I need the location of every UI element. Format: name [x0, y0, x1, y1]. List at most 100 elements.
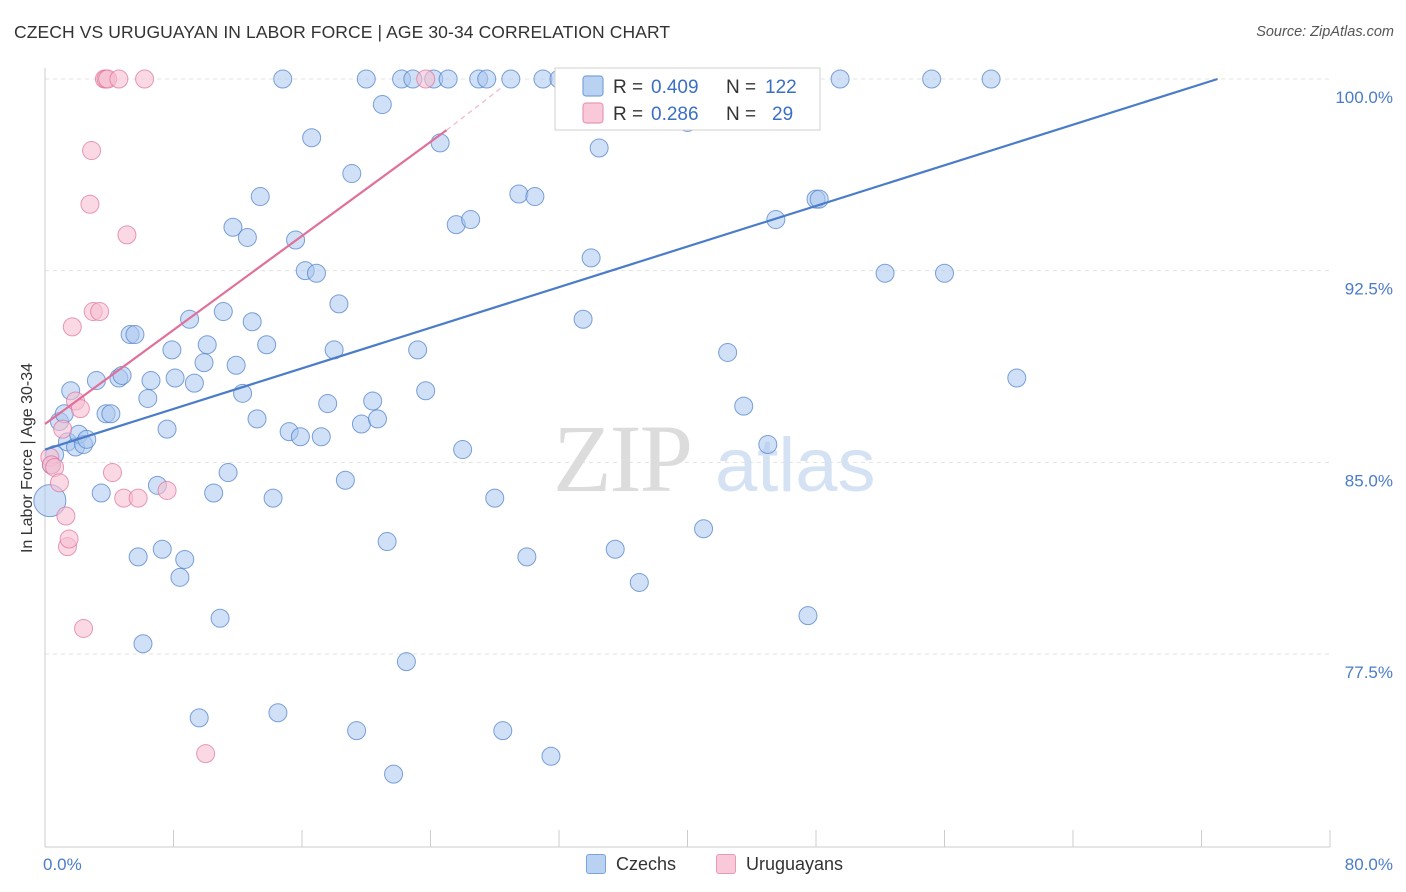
czech-point: [91, 483, 111, 503]
czech-point: [430, 133, 450, 153]
trend-lines: [44, 77, 1218, 451]
czech-point: [247, 409, 267, 429]
legend-r-value-czechs: 0.409: [651, 77, 699, 98]
uruguayan-point: [117, 225, 137, 245]
czech-point: [347, 721, 367, 741]
uruguayan-point: [90, 302, 110, 322]
czechs-label: Czechs: [616, 853, 677, 874]
legend-n-value-czechs: 122: [765, 77, 797, 98]
czech-point: [922, 69, 942, 89]
czech-point: [416, 381, 436, 401]
y-tick-label: 100.0%: [1335, 88, 1393, 107]
czech-point: [250, 187, 270, 207]
czech-point: [935, 263, 954, 283]
watermark-zip: ZIP: [553, 405, 691, 512]
czech-point: [101, 404, 121, 424]
czech-point: [629, 572, 649, 592]
x-tick-label-max: 80.0%: [1345, 855, 1393, 874]
czech-point: [141, 371, 161, 391]
czech-point: [175, 549, 195, 569]
uruguayan-point: [74, 618, 94, 638]
czech-point: [541, 746, 561, 766]
czech-point: [335, 470, 355, 490]
czech-point: [477, 69, 497, 89]
y-tick-label: 85.0%: [1345, 471, 1393, 490]
czech-point: [138, 388, 158, 408]
czech-point: [268, 703, 288, 723]
czech-point: [694, 519, 714, 539]
czech-point: [189, 708, 209, 728]
uruguayan-point: [196, 744, 216, 764]
watermark-atlas: atlas: [715, 423, 876, 508]
bottom-legend-czechs[interactable]: Czechs: [586, 852, 676, 876]
czech-point: [210, 608, 230, 628]
czech-point: [517, 547, 537, 567]
uruguayan-point: [102, 463, 122, 483]
czech-point: [162, 340, 182, 360]
czech-point: [157, 419, 177, 439]
czech-point: [263, 488, 283, 508]
czech-point: [525, 187, 545, 207]
legend-r-label-czechs: R =: [613, 77, 643, 98]
legend-r-value-uruguayans: 0.286: [651, 104, 699, 125]
czech-point: [133, 634, 153, 654]
czech-point: [184, 373, 204, 393]
uruguayan-point: [157, 480, 177, 500]
legend-swatch-uruguayans: [582, 102, 604, 124]
czech-point: [302, 128, 322, 148]
czech-point: [605, 539, 625, 559]
czech-point: [112, 365, 132, 385]
uruguayan-point: [128, 488, 148, 508]
bottom-legend-uruguayans[interactable]: Uruguayans: [716, 852, 843, 876]
czech-point: [372, 95, 392, 115]
czech-point: [758, 434, 778, 454]
czech-trend-line: [44, 77, 1218, 451]
czech-point: [718, 342, 738, 362]
czech-point: [237, 227, 257, 247]
tick-labels: 77.5% 85.0% 92.5% 100.0% 0.0% 80.0%: [43, 88, 1393, 874]
x-tick-label-min: 0.0%: [43, 855, 82, 874]
y-tick-label: 77.5%: [1345, 663, 1393, 682]
czech-point: [396, 652, 416, 672]
czech-point: [493, 721, 513, 741]
czech-point: [875, 263, 895, 283]
czech-point: [342, 164, 362, 184]
legend-n-label-czechs: N =: [726, 77, 756, 98]
uruguayan-point: [49, 473, 69, 493]
uruguayan-trend-line: [44, 129, 448, 425]
czech-point: [290, 427, 310, 447]
czech-point: [170, 567, 190, 587]
uruguayan-point: [109, 69, 129, 89]
watermark: ZIP atlas: [553, 405, 876, 512]
czech-point: [356, 69, 376, 89]
czech-point: [581, 248, 601, 268]
czech-point: [485, 488, 505, 508]
czech-point: [213, 302, 233, 322]
czech-point: [204, 483, 224, 503]
czech-point: [438, 69, 458, 89]
czech-point: [533, 69, 553, 89]
czech-point: [408, 340, 428, 360]
czech-point: [501, 69, 521, 89]
czech-point: [33, 484, 67, 518]
uruguayan-point: [56, 506, 76, 526]
uruguayan-point: [82, 141, 102, 161]
uruguayan-point: [70, 399, 90, 419]
uruguayan-trend-extension: [446, 86, 504, 131]
czech-point: [152, 539, 172, 559]
czech-point: [363, 391, 383, 411]
czech-point: [589, 138, 609, 158]
legend-r-label-uruguayans: R =: [613, 104, 643, 125]
stats-legend: R = 0.409 N = 122 R = 0.286 N = 29: [554, 67, 821, 131]
czech-point: [311, 427, 331, 447]
czech-point: [257, 335, 277, 355]
czech-point: [367, 409, 387, 429]
czech-point: [165, 368, 185, 388]
source-label: Source: ZipAtlas.com: [1256, 24, 1394, 40]
data-points: [33, 69, 1027, 784]
czech-point: [273, 69, 293, 89]
czech-point: [509, 184, 529, 204]
czech-point: [128, 547, 148, 567]
legend-n-value-uruguayans: 29: [772, 104, 793, 125]
